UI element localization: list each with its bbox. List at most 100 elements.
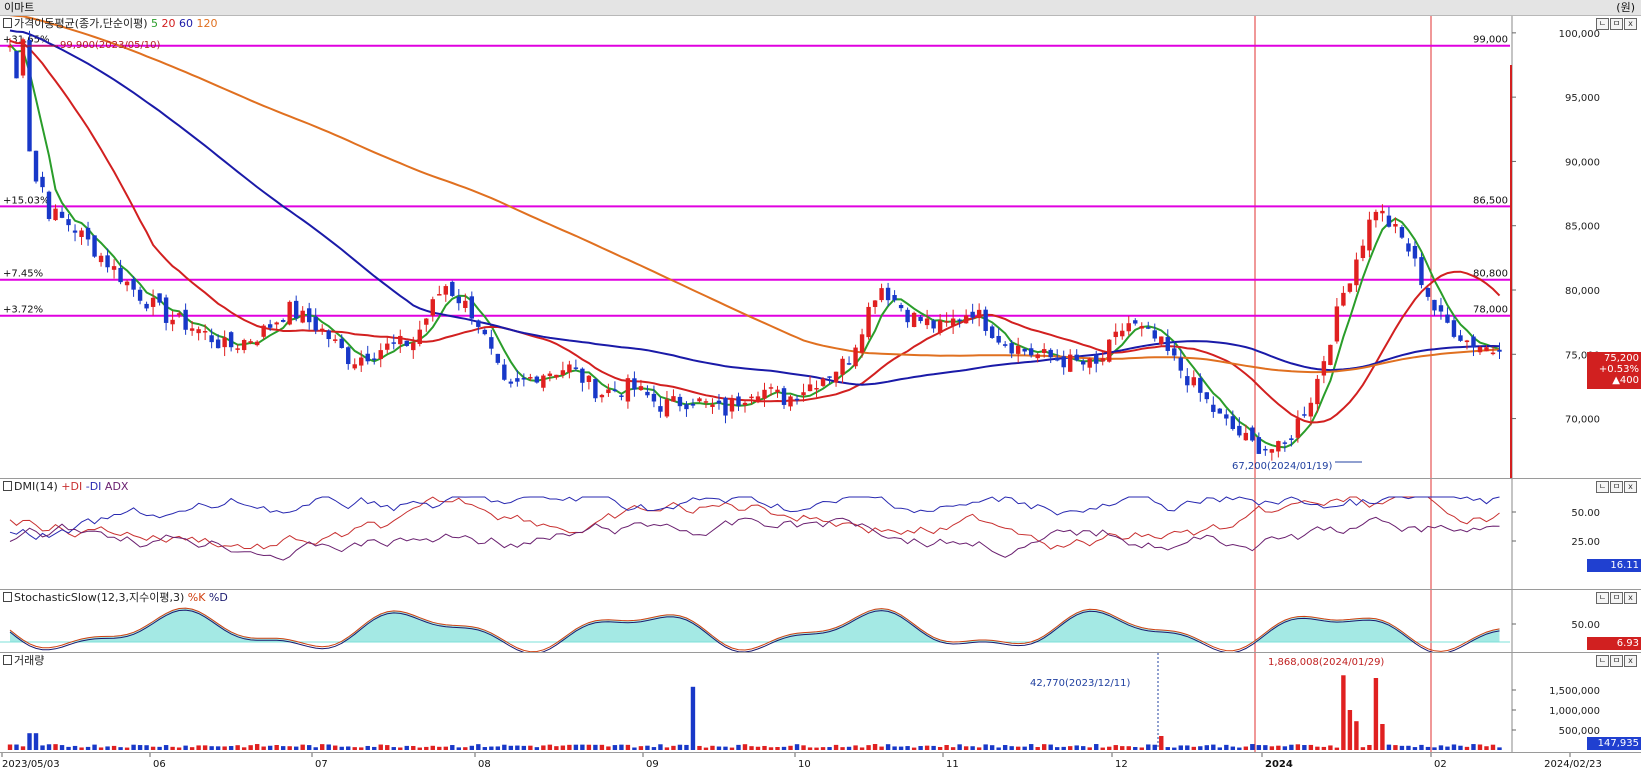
candle-down bbox=[573, 367, 579, 369]
volume-bar-up bbox=[729, 747, 735, 750]
candle-down bbox=[580, 368, 585, 383]
volume-bar-down bbox=[1185, 745, 1190, 750]
maximize-button[interactable]: ㅁ bbox=[1610, 655, 1623, 667]
dmi-chart[interactable]: 50.00 25.00 bbox=[0, 479, 1641, 589]
volume-bar-down bbox=[736, 744, 741, 750]
candle-down bbox=[1002, 344, 1008, 346]
volume-bar-down bbox=[1061, 746, 1066, 750]
candle-up bbox=[697, 398, 702, 402]
volume-bar-up bbox=[1321, 746, 1327, 750]
pane-toggle-icon[interactable] bbox=[3, 592, 12, 602]
volume-bar-down bbox=[1133, 746, 1138, 750]
volume-bar-up bbox=[840, 747, 845, 750]
volume-bar-up bbox=[768, 747, 774, 750]
minimize-button[interactable]: ㄴ bbox=[1596, 655, 1609, 667]
maximize-button[interactable]: ㅁ bbox=[1610, 18, 1623, 30]
volume-bar-down bbox=[1048, 744, 1053, 750]
volume-bar-down bbox=[918, 746, 923, 750]
volume-bar-up bbox=[437, 746, 442, 750]
y-tick-label: 95,000 bbox=[1565, 93, 1600, 104]
maximize-button[interactable]: ㅁ bbox=[1610, 592, 1623, 604]
volume-chart[interactable]: 1,500,000 1,000,000 500,000 1,868,008(2024/… bbox=[0, 653, 1641, 752]
y-tick-label: 1,000,000 bbox=[1549, 706, 1600, 717]
candle-up bbox=[300, 310, 305, 323]
ma-period-20: 20 bbox=[161, 17, 176, 30]
close-button[interactable]: x bbox=[1624, 592, 1637, 604]
volume-bar-up bbox=[333, 745, 338, 750]
volume-bar-down bbox=[827, 747, 832, 750]
candle-up bbox=[1347, 283, 1353, 292]
volume-bar-down bbox=[307, 745, 312, 750]
volume-bar-up bbox=[202, 745, 208, 750]
series-adx: ADX bbox=[104, 480, 129, 493]
volume-bar-down bbox=[716, 746, 722, 750]
volume-bar-down bbox=[989, 745, 995, 750]
volume-bar-down bbox=[1055, 747, 1060, 750]
candle-up bbox=[124, 281, 130, 286]
stochastic-chart[interactable]: 50.00 bbox=[0, 590, 1641, 652]
candle-down bbox=[736, 396, 741, 406]
x-tick-label: 12 bbox=[1115, 759, 1128, 770]
minimize-button[interactable]: ㄴ bbox=[1596, 592, 1609, 604]
candle-up bbox=[703, 401, 709, 403]
candle-down bbox=[482, 329, 488, 335]
candle-up bbox=[801, 392, 806, 396]
x-tick-label: 02 bbox=[1434, 759, 1447, 770]
volume-bar-up bbox=[703, 747, 709, 750]
volume-bar-up bbox=[411, 745, 416, 750]
candle-up bbox=[911, 312, 917, 328]
volume-last-tag: 147,935 bbox=[1587, 737, 1641, 750]
candle-down bbox=[131, 278, 136, 290]
close-button[interactable]: x bbox=[1624, 655, 1637, 667]
pane-toggle-icon[interactable] bbox=[3, 655, 12, 665]
x-tick-label: 07 bbox=[315, 759, 328, 770]
volume-bar-down bbox=[1471, 744, 1476, 750]
volume-bar-down bbox=[846, 746, 852, 750]
candle-up bbox=[241, 339, 247, 351]
volume-bar-up bbox=[866, 745, 871, 750]
volume-bar-up bbox=[1269, 746, 1275, 750]
candle-up bbox=[944, 321, 949, 323]
candle-up bbox=[378, 350, 383, 360]
candle-up bbox=[567, 364, 572, 373]
ma-60-line bbox=[9, 29, 1500, 386]
volume-bar-up bbox=[567, 744, 572, 750]
close-button[interactable]: x bbox=[1624, 18, 1637, 30]
oversold-fill bbox=[10, 608, 1500, 642]
candle-down bbox=[794, 398, 800, 401]
pane-toggle-icon[interactable] bbox=[3, 481, 12, 491]
close-button[interactable]: x bbox=[1624, 481, 1637, 493]
volume-bar-up bbox=[833, 744, 839, 750]
volume-bar-up bbox=[320, 744, 325, 750]
candle-down bbox=[33, 150, 39, 182]
candle-down bbox=[163, 297, 169, 323]
price-chart[interactable]: 100,000 95,000 90,000 85,000 80,000 75,000 70,… bbox=[0, 16, 1641, 478]
x-tick-label: 09 bbox=[646, 759, 659, 770]
volume-bar-down bbox=[1263, 745, 1268, 750]
volume-bar-up bbox=[1360, 747, 1366, 750]
candle-up bbox=[170, 319, 175, 325]
volume-bar-down bbox=[651, 747, 657, 750]
candle-down bbox=[502, 364, 507, 380]
volume-bar-down bbox=[794, 744, 800, 750]
candle-down bbox=[66, 219, 71, 226]
maximize-button[interactable]: ㅁ bbox=[1610, 481, 1623, 493]
volume-bar-down bbox=[515, 745, 520, 750]
candle-down bbox=[1451, 320, 1457, 337]
dmi-line-2 bbox=[9, 516, 1500, 561]
candle-down bbox=[1165, 337, 1170, 351]
volume-bar-up bbox=[170, 746, 175, 750]
volume-bar-down bbox=[1451, 744, 1457, 750]
minimize-button[interactable]: ㄴ bbox=[1596, 18, 1609, 30]
dmi-pane-label: DMI(14) +DI -DI ADX bbox=[3, 480, 128, 493]
candle-down bbox=[1425, 287, 1431, 297]
pane-toggle-icon[interactable] bbox=[3, 18, 12, 28]
candle-up bbox=[963, 315, 969, 324]
volume-bar-up bbox=[7, 744, 13, 750]
stoch-d-line bbox=[9, 609, 1500, 652]
candle-up bbox=[222, 337, 227, 348]
volume-bar-down bbox=[27, 733, 32, 750]
candle-up bbox=[541, 375, 546, 388]
minimize-button[interactable]: ㄴ bbox=[1596, 481, 1609, 493]
indicator-name: StochasticSlow(12,3,지수이평,3) bbox=[14, 591, 185, 604]
